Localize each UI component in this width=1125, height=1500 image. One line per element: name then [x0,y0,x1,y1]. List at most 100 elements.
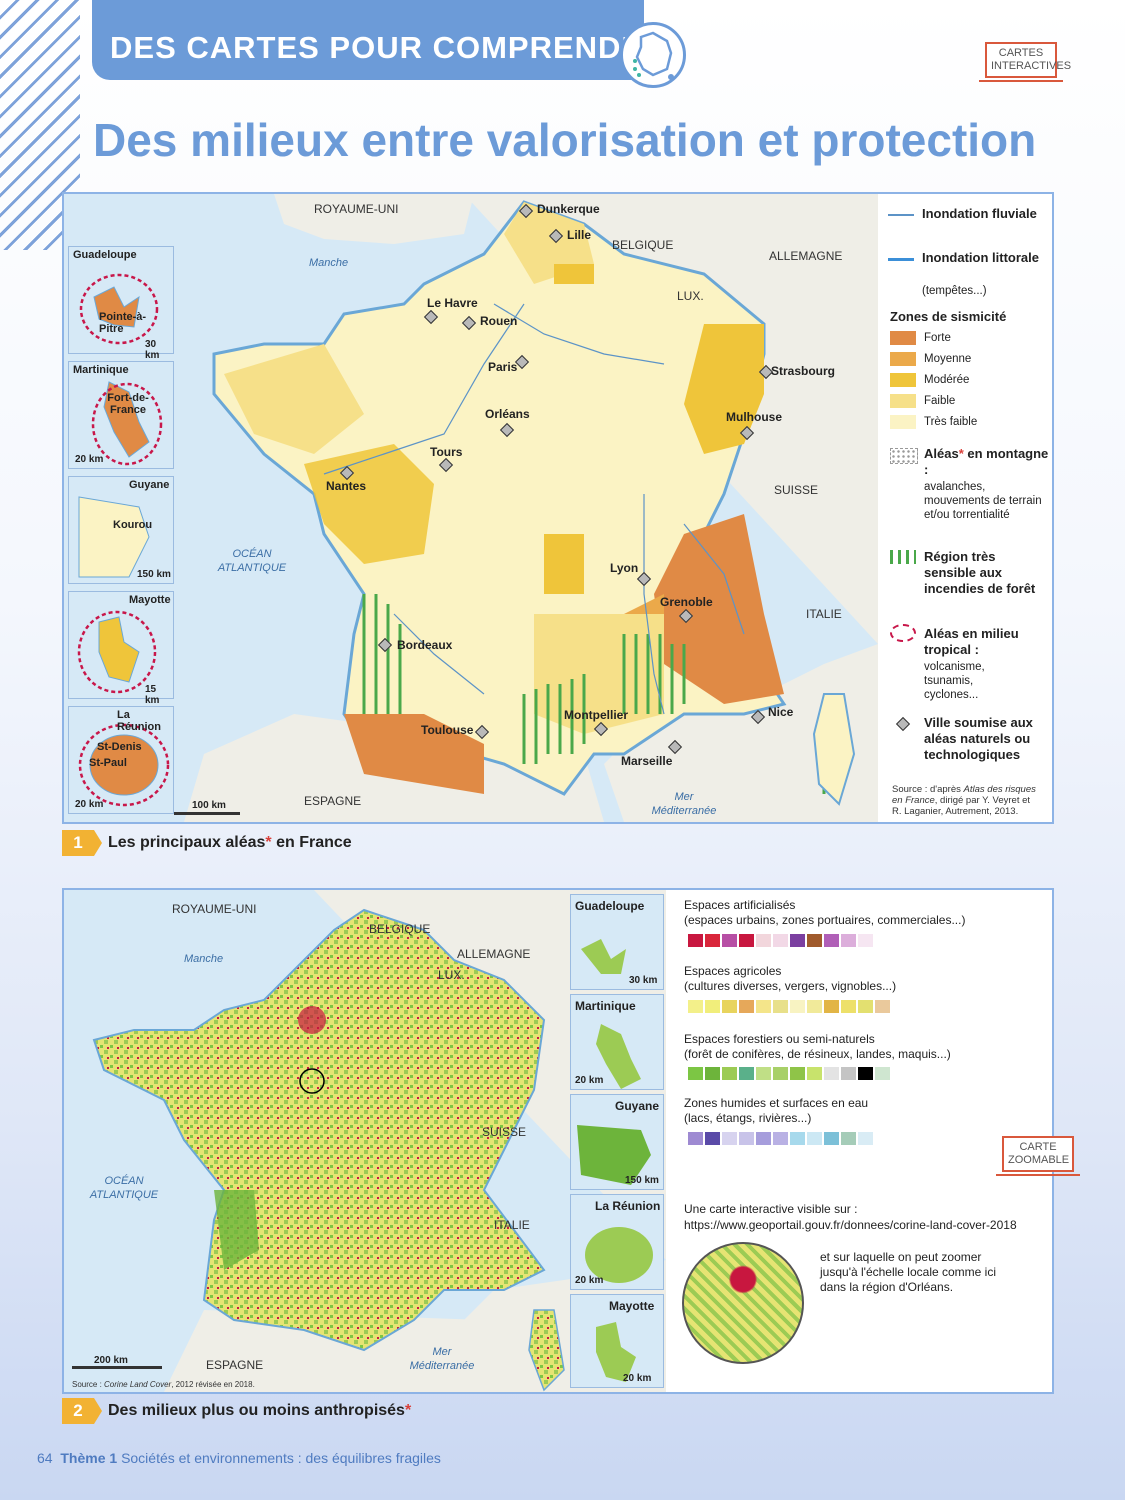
inset-name: La Réunion [117,709,161,733]
country-uk: ROYAUME-UNI [172,902,257,916]
map-scale: 100 km [192,800,226,811]
inset-reunion[interactable]: La Réunion St-Denis St-Paul 20 km [68,706,174,814]
section-title: DES CARTES POUR COMPRENDRE [110,30,667,65]
legend-swatch [807,1132,822,1145]
legend-forest-sub: (forêt de conifères, de résineux, landes… [684,1047,951,1061]
seismic-swatch [890,331,916,345]
legend-swatch [875,1067,890,1080]
inset-city: Fort-de-France [107,392,149,416]
source-rest: , 2012 révisée en 2018. [171,1380,255,1389]
legend-water-sub: (lacs, étangs, rivières...) [684,1111,812,1125]
legend-swatch [756,1132,771,1145]
inset-guadeloupe[interactable]: Guadeloupe 30 km [570,894,664,990]
source-rest: , dirigé par Y. Veyret et R. Laganier, A… [892,795,1031,817]
hazards-map-panel: ROYAUME-UNI BELGIQUE ALLEMAGNE LUX. SUIS… [62,192,1054,824]
mountain-title-2: en montagne : [924,446,1049,477]
country-germany: ALLEMAGNE [769,249,843,263]
legend-seismic-title: Zones de sismicité [890,309,1007,324]
inset-martinique[interactable]: Martinique Fort-de-France 20 km [68,361,174,469]
map2-caption: Des milieux plus ou moins anthropisés* [108,1402,412,1419]
inset-scale: 150 km [137,569,171,580]
legend-swatch [739,1132,754,1145]
legend-swatch [807,934,822,947]
map-scale: 200 km [94,1355,128,1366]
city-label: Orléans [485,407,530,421]
mountain-title: Aléas [924,446,959,461]
interactive-maps-badge[interactable]: CARTES INTERACTIVES [979,42,1071,82]
city-label: Bordeaux [397,638,453,652]
tropical-symbol [890,624,916,642]
inset-scale: 15 km [145,684,160,706]
inset-scale: 20 km [75,799,104,810]
inset-reunion[interactable]: La Réunion 20 km [570,1194,664,1290]
legend-swatch [688,1067,703,1080]
city-label: Nantes [326,479,367,493]
inset-city-2: St-Paul [89,757,127,769]
legend-artificial-title: Espaces artificialisés [684,898,796,912]
zoomable-map-badge[interactable]: CARTE ZOOMABLE [996,1136,1080,1176]
inset-name: Mayotte [609,1299,655,1313]
web-text: Une carte interactive visible sur : [684,1202,858,1216]
legend-swatch [841,1067,856,1080]
zoom-text: et sur laquelle on peut zoomer jusqu'à l… [820,1250,996,1294]
legend-swatch [773,1067,788,1080]
inset-name: Mayotte [129,594,171,606]
source-title: Atlas des risques en France [892,784,1036,806]
inset-city: St-Denis [97,741,142,753]
legend-water-title: Zones humides et surfaces en eau [684,1096,869,1110]
seismic-swatch [890,373,916,387]
caption-text: Des milieux plus ou moins anthropisés [108,1402,405,1419]
inset-mayotte[interactable]: Mayotte 15 km [68,591,174,706]
inset-guyane[interactable]: Guyane Kourou 150 km [68,476,174,584]
badge-label: CARTE ZOOMABLE [1008,1141,1070,1166]
seismic-label: Moyenne [924,353,972,365]
seismic-label: Forte [924,332,951,344]
legend-fire: Région très sensible aux incendies de fo… [924,549,1036,596]
legend-swatch [824,1000,839,1013]
inset-name: Guadeloupe [575,899,645,913]
map1-source: Source : d'après Atlas des risques en Fr… [892,784,1042,817]
badge-label: CARTES INTERACTIVES [991,47,1072,72]
legend-forest-title: Espaces forestiers ou semi-naturels [684,1032,875,1046]
artificial-swatches [688,934,873,947]
seismic-label: Faible [924,395,956,407]
inset-name: La Réunion [595,1199,661,1213]
sea-mediterranean: Mer Méditerranée [651,791,717,817]
hazards-map[interactable] [64,194,878,822]
page-number: 64 [37,1450,53,1466]
inset-mayotte[interactable]: Mayotte 20 km [570,1294,664,1388]
legend-swatch [824,934,839,947]
land-cover-map[interactable] [64,890,666,1392]
page-footer: 64 Thème 1 Sociétés et environnements : … [37,1450,441,1466]
caption-arrow [94,1398,102,1424]
inset-city: Kourou [113,519,153,531]
legend-city: Ville soumise aux aléas naturels ou tech… [924,715,1033,762]
inset-martinique[interactable]: Martinique 20 km [570,994,664,1090]
legend-swatch [790,1000,805,1013]
country-luxembourg: LUX. [438,968,465,982]
city-label: Paris [488,360,518,374]
city-label: Rouen [480,314,518,328]
inset-name: Guyane [615,1099,660,1113]
city-label: Marseille [621,754,673,768]
inset-guadeloupe[interactable]: Guadeloupe Pointe-à-Pitre 30 km [68,246,174,361]
inset-guyane[interactable]: Guyane 150 km [570,1094,664,1190]
city-label: Grenoble [660,595,713,609]
sea-manche: Manche [309,257,349,269]
caption-text-end: en France [271,834,352,851]
sea-atlantic: OCÉAN ATLANTIQUE [89,1175,159,1201]
source-prefix: Source : [72,1380,102,1389]
inset-name: Martinique [73,364,129,376]
inset-scale: 20 km [75,454,104,465]
city-label: Tours [430,445,463,459]
country-spain: ESPAGNE [304,794,362,808]
map2-source: Source : Corine Land Cover, 2012 révisée… [72,1380,255,1389]
inset-scale: 150 km [625,1175,659,1186]
web-url[interactable]: https://www.geoportail.gouv.fr/donnees/c… [684,1218,1017,1232]
legend-swatch [824,1132,839,1145]
legend-swatch [705,1000,720,1013]
legend-swatch [790,934,805,947]
legend-swatch [739,934,754,947]
page-title: Des milieux entre valorisation et protec… [93,114,1037,166]
legend-mountain: Aléas* en montagne : [924,446,1049,477]
